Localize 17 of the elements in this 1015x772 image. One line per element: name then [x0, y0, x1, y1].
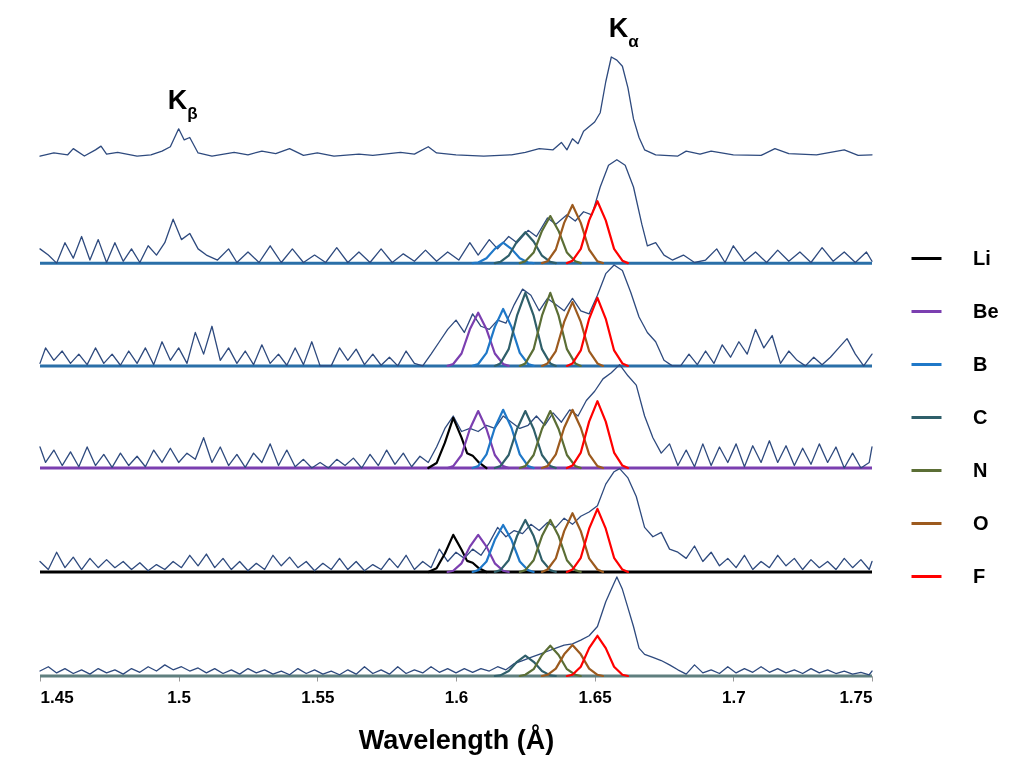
legend-label: Be — [973, 299, 999, 322]
annotation: K$_{β}$ — [167, 84, 198, 123]
x-tick-label: 1.55 — [301, 687, 335, 707]
legend-label: F — [973, 564, 986, 587]
annotation: K$_{α}$ — [608, 13, 640, 51]
x-tick-label: 1.7 — [722, 687, 746, 707]
x-tick-label: 1.5 — [167, 687, 191, 707]
x-tick-label: 1.75 — [839, 687, 873, 707]
x-axis-title: Wavelength (Å) — [358, 723, 555, 755]
x-tick-label: 1.65 — [578, 687, 612, 707]
legend-label: Li — [973, 246, 991, 269]
legend-label: N — [973, 458, 988, 481]
legend-label: B — [973, 352, 988, 375]
x-tick-label: 1.6 — [444, 687, 469, 707]
x-tick-label: 1.45 — [40, 687, 74, 707]
legend-label: C — [973, 405, 988, 428]
legend-label: O — [973, 511, 989, 534]
